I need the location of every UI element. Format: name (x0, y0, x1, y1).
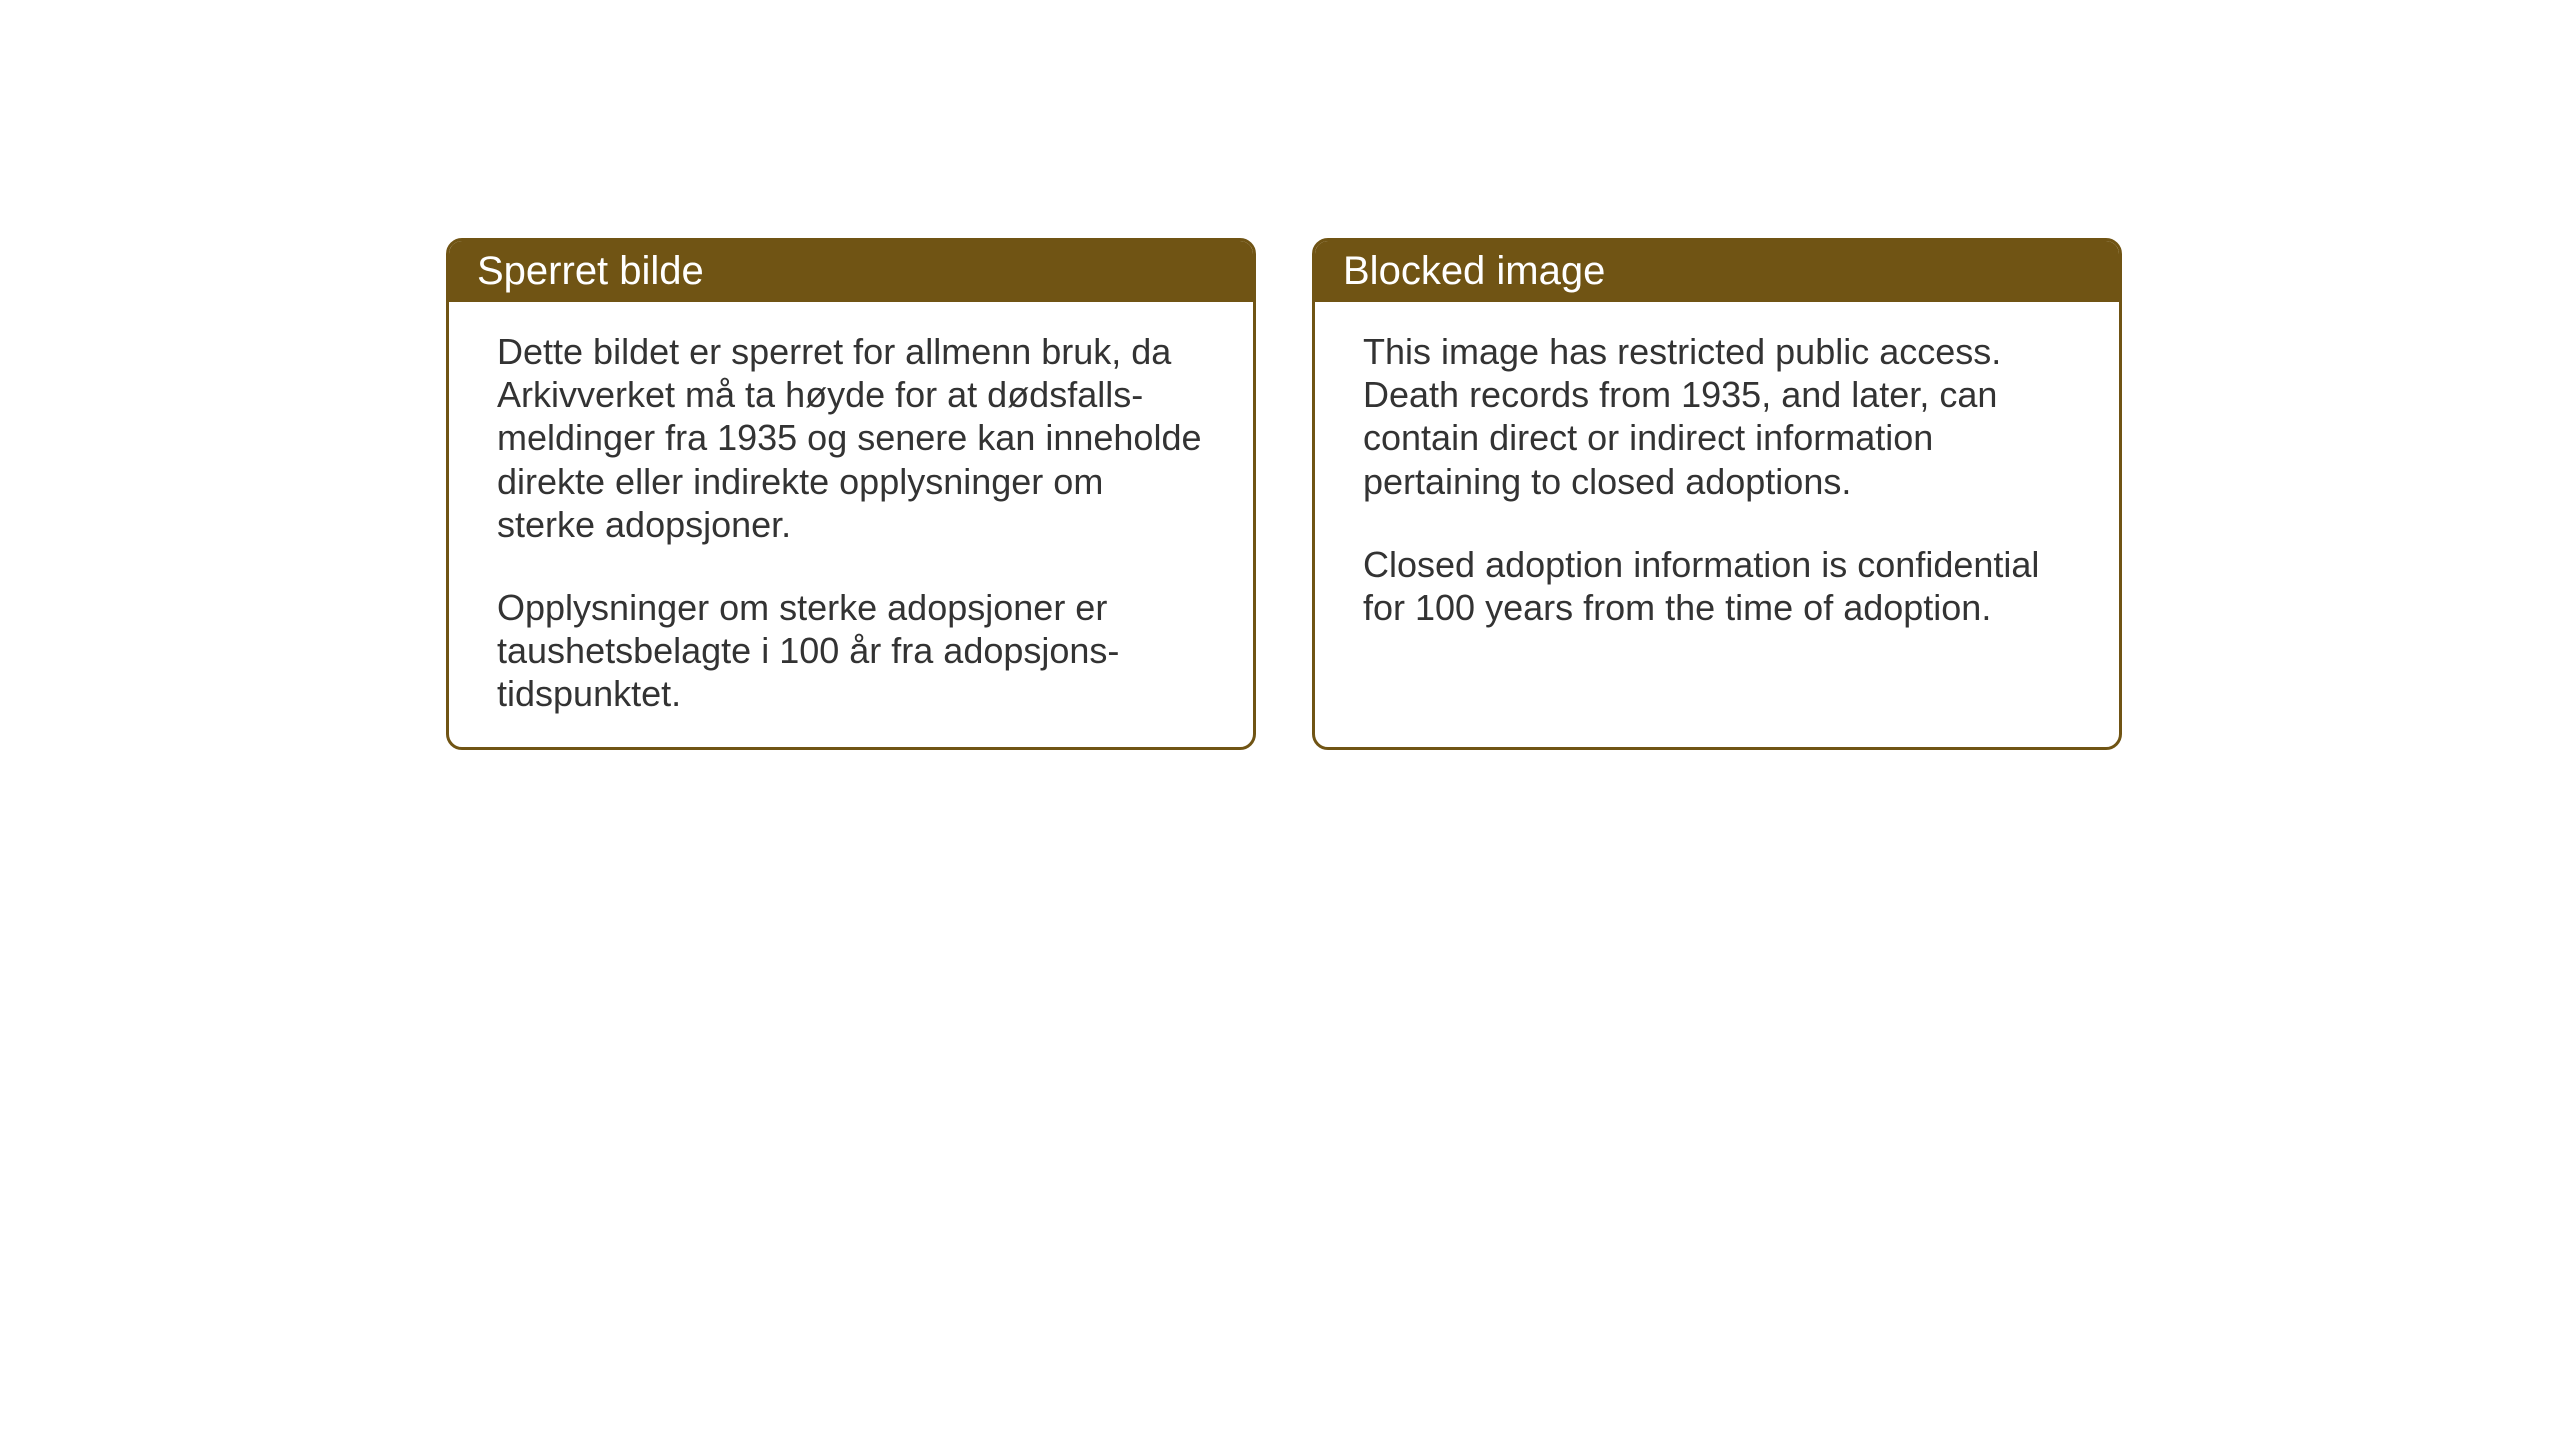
notice-header-norwegian: Sperret bilde (449, 241, 1253, 302)
notice-paragraph-1-norwegian: Dette bildet er sperret for allmenn bruk… (497, 330, 1205, 546)
notice-title-norwegian: Sperret bilde (477, 249, 704, 293)
notice-container: Sperret bilde Dette bildet er sperret fo… (446, 238, 2122, 750)
notice-paragraph-2-norwegian: Opplysninger om sterke adopsjoner er tau… (497, 586, 1205, 716)
notice-header-english: Blocked image (1315, 241, 2119, 302)
notice-box-norwegian: Sperret bilde Dette bildet er sperret fo… (446, 238, 1256, 750)
notice-paragraph-1-english: This image has restricted public access.… (1363, 330, 2071, 503)
notice-box-english: Blocked image This image has restricted … (1312, 238, 2122, 750)
notice-body-norwegian: Dette bildet er sperret for allmenn bruk… (449, 302, 1253, 744)
notice-paragraph-2-english: Closed adoption information is confident… (1363, 543, 2071, 629)
notice-title-english: Blocked image (1343, 249, 1605, 293)
notice-body-english: This image has restricted public access.… (1315, 302, 2119, 657)
